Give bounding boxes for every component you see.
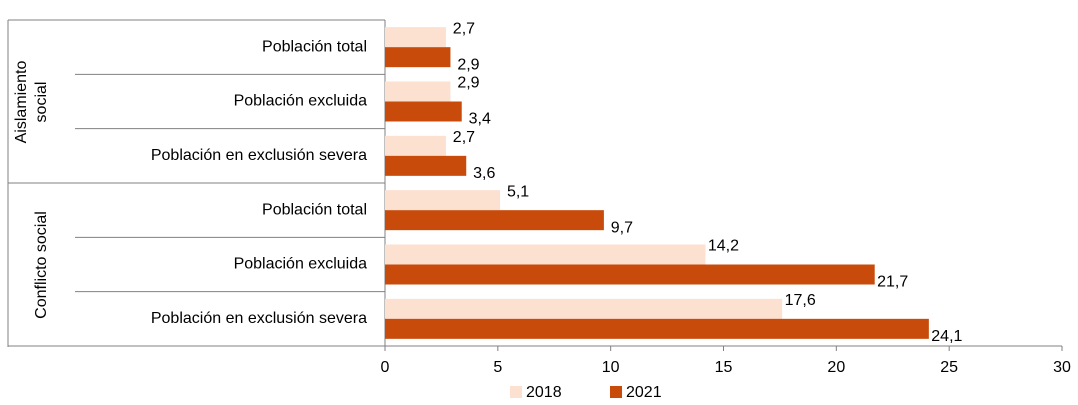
bar — [385, 81, 451, 102]
value-label: 2,7 — [453, 129, 475, 146]
x-tick-label: 30 — [1053, 359, 1071, 376]
x-tick-label: 0 — [381, 359, 390, 376]
bar — [385, 190, 501, 211]
value-label: 2,9 — [457, 56, 479, 73]
value-label: 17,6 — [785, 292, 816, 309]
x-tick-label: 20 — [827, 359, 845, 376]
bar — [385, 101, 462, 122]
bar — [385, 244, 706, 265]
bar — [385, 298, 783, 319]
x-tick-label: 25 — [940, 359, 958, 376]
bar — [385, 155, 467, 176]
bar — [385, 27, 446, 48]
category-label: Población excluida — [234, 256, 368, 273]
x-tick-label: 10 — [602, 359, 620, 376]
value-label: 3,4 — [469, 111, 491, 128]
value-label: 9,7 — [611, 219, 633, 236]
legend-label: 2021 — [626, 384, 662, 401]
value-label: 21,7 — [877, 274, 908, 291]
group-label: Aislamiento social — [13, 60, 50, 143]
category-label: Población total — [262, 201, 367, 218]
category-label: Población en exclusión severa — [151, 147, 367, 164]
bar — [385, 47, 451, 68]
legend-label: 2018 — [526, 384, 562, 401]
bar — [385, 210, 604, 231]
bar — [385, 135, 446, 156]
category-label: Población excluida — [234, 93, 368, 110]
value-label: 24,1 — [931, 328, 962, 345]
group-label: Conflicto social — [33, 210, 50, 319]
legend-swatch — [610, 386, 622, 398]
value-label: 2,7 — [453, 20, 475, 37]
bar — [385, 264, 875, 285]
category-label: Población en exclusión severa — [151, 310, 367, 327]
x-tick-label: 15 — [715, 359, 733, 376]
legend-swatch — [510, 386, 522, 398]
bar — [385, 318, 929, 339]
value-label: 3,6 — [473, 165, 495, 182]
category-label: Población total — [262, 38, 367, 55]
value-label: 2,9 — [457, 75, 479, 92]
value-label: 5,1 — [507, 183, 529, 200]
value-label: 14,2 — [708, 238, 739, 255]
x-tick-label: 5 — [493, 359, 502, 376]
